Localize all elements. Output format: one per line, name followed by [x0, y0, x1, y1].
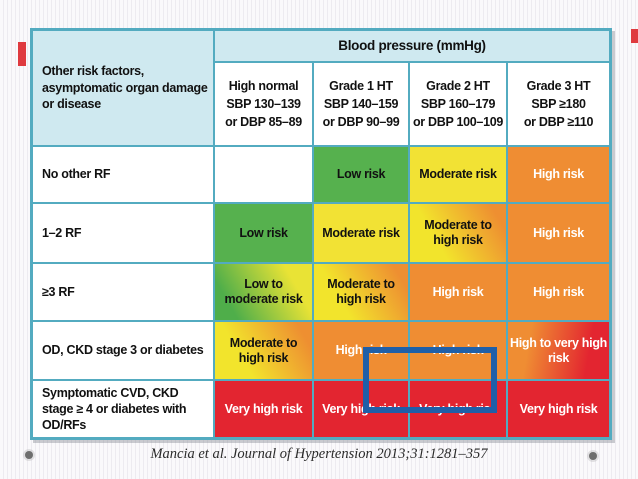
row-label-1-2-rf: 1–2 RF — [33, 204, 213, 262]
column-header-title: Grade 1 HT — [329, 78, 393, 93]
highlight-box — [363, 347, 497, 413]
column-header-high-normal: High normal SBP 130–139 or DBP 85–89 — [215, 63, 312, 145]
column-header-sbp: SBP 160–179 — [420, 96, 496, 111]
row-label-symptomatic-cvd: Symptomatic CVD, CKD stage ≥ 4 or diabet… — [33, 381, 213, 437]
row-label-od-ckd3-diabetes: OD, CKD stage 3 or diabetes — [33, 322, 213, 379]
column-header-grade1: Grade 1 HT SBP 140–159 or DBP 90–99 — [314, 63, 408, 145]
risk-cell: High to very high risk — [508, 322, 609, 379]
risk-cell: Very high risk — [215, 381, 312, 437]
column-header-dbp: or DBP 90–99 — [322, 115, 400, 130]
citation: Mancia et al. Journal of Hypertension 20… — [150, 446, 488, 462]
risk-cell: Moderate risk — [410, 147, 506, 202]
row-label-no-other-rf: No other RF — [33, 147, 213, 202]
risk-cell: Moderate to high risk — [410, 204, 506, 262]
risk-cell: Moderate to high risk — [215, 322, 312, 379]
bullet-left — [25, 451, 33, 459]
column-header-sbp: SBP 130–139 — [226, 96, 301, 111]
column-header-grade3: Grade 3 HT SBP ≥180 or DBP ≥110 — [508, 63, 609, 145]
slide-edge-accent-right — [631, 29, 638, 43]
risk-cell: Very high risk — [508, 381, 609, 437]
row-group-header: Other risk factors, asymptomatic organ d… — [33, 31, 213, 145]
risk-cell: High risk — [508, 147, 609, 202]
column-header-title: High normal — [228, 78, 299, 93]
column-header-sbp: SBP 140–159 — [323, 96, 399, 111]
risk-cell: Moderate to high risk — [314, 264, 408, 320]
row-label-3plus-rf: ≥3 RF — [33, 264, 213, 320]
column-header-grade2: Grade 2 HT SBP 160–179 or DBP 100–109 — [410, 63, 506, 145]
risk-cell: Moderate risk — [314, 204, 408, 262]
risk-cell: Low risk — [314, 147, 408, 202]
column-header-dbp: or DBP 100–109 — [412, 115, 504, 130]
risk-cell: Low risk — [215, 204, 312, 262]
risk-cell: High risk — [508, 264, 609, 320]
column-header-dbp: or DBP 85–89 — [225, 115, 302, 130]
blood-pressure-group-header: Blood pressure (mmHg) — [215, 31, 609, 61]
risk-cell: High risk — [410, 264, 506, 320]
risk-cell: Low to moderate risk — [215, 264, 312, 320]
slide-edge-accent-left — [18, 42, 26, 66]
column-header-title: Grade 3 HT — [526, 78, 591, 93]
column-header-sbp: SBP ≥180 — [531, 96, 586, 111]
bullet-right — [589, 452, 597, 460]
risk-cell: High risk — [508, 204, 609, 262]
risk-stratification-table: Other risk factors, asymptomatic organ d… — [30, 28, 612, 440]
column-header-dbp: or DBP ≥110 — [523, 115, 594, 130]
column-header-title: Grade 2 HT — [426, 78, 490, 93]
risk-cell — [215, 147, 312, 202]
